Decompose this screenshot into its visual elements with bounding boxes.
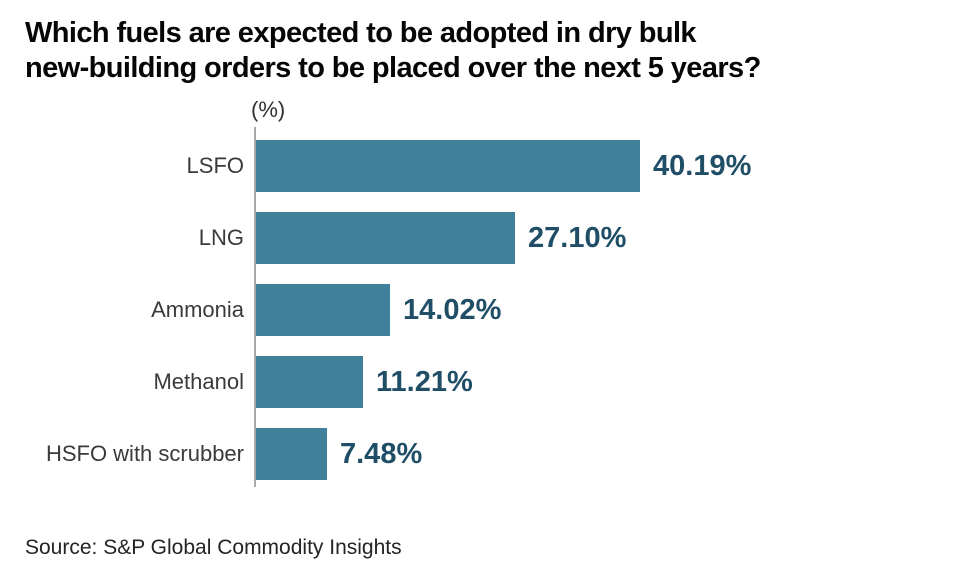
bar	[256, 428, 327, 480]
bar-row: Ammonia 14.02%	[0, 284, 962, 336]
bar-row: LNG 27.10%	[0, 212, 962, 264]
bar-category-label: HSFO with scrubber	[45, 441, 244, 466]
axis-unit-label: (%)	[251, 97, 286, 122]
bar	[256, 356, 363, 408]
bar	[256, 140, 640, 192]
bar-category-label: Methanol	[153, 369, 244, 394]
bar-value-label: 11.21%	[376, 366, 473, 398]
bar	[256, 212, 515, 264]
source-attribution: Source: S&P Global Commodity Insights	[25, 536, 402, 559]
chart-title-line-2: new-building orders to be placed over th…	[25, 52, 761, 84]
bar-category-label: LNG	[198, 225, 244, 250]
y-axis-line	[254, 127, 256, 487]
bar-value-label: 27.10%	[528, 222, 627, 254]
bar-row: LSFO 40.19%	[0, 140, 962, 192]
chart-title-line-1: Which fuels are expected to be adopted i…	[25, 17, 697, 49]
bar-value-label: 7.48%	[340, 438, 423, 470]
bar-row: HSFO with scrubber 7.48%	[0, 428, 962, 480]
bar-category-label: Ammonia	[151, 297, 244, 322]
chart-title: Which fuels are expected to be adopted i…	[25, 16, 761, 86]
bar-row: Methanol 11.21%	[0, 356, 962, 408]
bar	[256, 284, 390, 336]
bar-value-label: 40.19%	[653, 150, 752, 182]
bar-value-label: 14.02%	[403, 294, 502, 326]
bar-category-label: LSFO	[186, 153, 244, 178]
